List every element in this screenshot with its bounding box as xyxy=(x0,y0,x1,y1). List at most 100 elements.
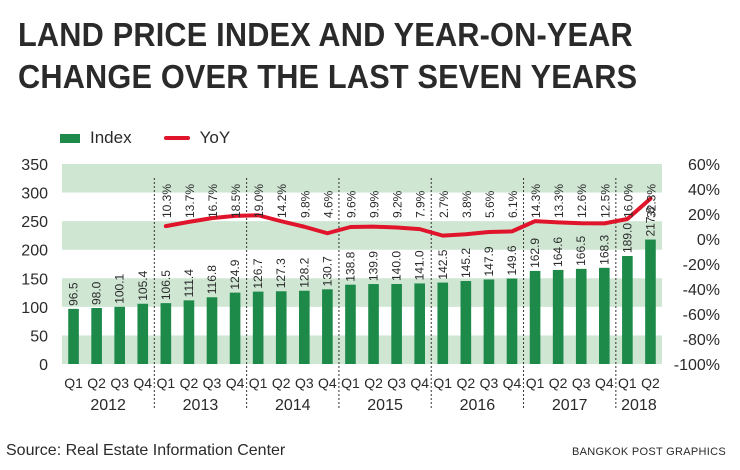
index-data-label: 96.5 xyxy=(67,282,81,306)
quarter-label: Q4 xyxy=(410,375,429,391)
index-data-label: 111.4 xyxy=(182,269,196,298)
yoy-data-label: 3.8% xyxy=(460,190,474,218)
index-data-label: 100.1 xyxy=(113,273,127,303)
yoy-data-label: 9.2% xyxy=(391,190,405,218)
index-data-label: 127.3 xyxy=(274,258,288,288)
quarter-label: Q2 xyxy=(549,375,568,391)
index-bar xyxy=(252,291,264,364)
yoy-data-label: 19.0% xyxy=(252,184,266,218)
index-data-label: 128.2 xyxy=(297,257,311,287)
left-axis-tick: 0 xyxy=(39,357,48,374)
index-data-label: 145.2 xyxy=(459,248,473,278)
yoy-data-label: 7.9% xyxy=(414,190,428,218)
index-data-label: 147.9 xyxy=(482,246,496,276)
index-data-label: 139.9 xyxy=(367,251,381,281)
quarter-label: Q2 xyxy=(87,375,106,391)
right-axis-tick: -80% xyxy=(683,332,720,349)
index-data-label: 166.5 xyxy=(574,236,588,266)
quarter-label: Q2 xyxy=(641,375,660,391)
yoy-data-label: 10.3% xyxy=(160,184,174,218)
index-bar xyxy=(437,282,449,364)
legend-index-swatch xyxy=(60,133,80,143)
yoy-data-label: 18.5% xyxy=(229,184,243,218)
quarter-label: Q1 xyxy=(249,375,268,391)
index-data-label: 105.4 xyxy=(136,270,150,300)
index-bar xyxy=(275,291,287,364)
index-data-label: 189.0 xyxy=(620,223,634,253)
quarter-label: Q4 xyxy=(503,375,522,391)
right-axis-tick: 20% xyxy=(688,207,720,224)
index-bar xyxy=(599,267,610,364)
index-bar xyxy=(460,281,472,364)
quarter-label: Q3 xyxy=(572,375,591,391)
right-axis-tick: -60% xyxy=(683,307,720,324)
year-label: 2012 xyxy=(90,397,126,414)
quarter-label: Q2 xyxy=(180,375,199,391)
right-axis-tick: 0% xyxy=(697,232,720,249)
yoy-data-label: 32.3% xyxy=(644,184,658,218)
index-bar xyxy=(345,284,356,364)
legend-yoy-label: YoY xyxy=(199,128,231,147)
background-band xyxy=(62,164,662,193)
index-bar xyxy=(114,306,125,364)
right-axis-tick: 60% xyxy=(688,157,720,174)
right-axis-tick: -40% xyxy=(683,282,720,299)
chart-title-line1: LAND PRICE INDEX AND YEAR-ON-YEAR xyxy=(18,16,633,53)
index-bar xyxy=(368,284,379,364)
index-bar xyxy=(483,279,495,364)
yoy-data-label: 5.6% xyxy=(483,190,497,218)
index-bar xyxy=(206,297,218,364)
index-data-label: 140.0 xyxy=(390,251,404,281)
left-axis-tick: 200 xyxy=(21,243,48,260)
chart-title-line2: CHANGE OVER THE LAST SEVEN YEARS xyxy=(18,58,638,95)
left-axis-tick: 50 xyxy=(30,328,48,345)
chart-legend: Index YoY xyxy=(60,128,230,148)
quarter-label: Q4 xyxy=(226,375,245,391)
index-data-label: 149.6 xyxy=(505,245,519,275)
yoy-data-label: 16.7% xyxy=(206,184,220,218)
index-bar xyxy=(391,284,402,364)
right-axis-tick: -20% xyxy=(683,257,720,274)
quarter-label: Q3 xyxy=(110,375,129,391)
quarter-label: Q1 xyxy=(618,375,637,391)
yoy-data-label: 13.7% xyxy=(183,184,197,218)
quarter-label: Q3 xyxy=(387,375,406,391)
index-bar xyxy=(160,303,172,364)
year-label: 2014 xyxy=(275,397,311,414)
index-data-label: 168.3 xyxy=(597,234,611,264)
quarter-label: Q3 xyxy=(295,375,314,391)
index-data-label: 162.9 xyxy=(528,238,542,268)
graphics-credit: BANGKOK POST GRAPHICS xyxy=(571,446,726,458)
left-axis-tick: 150 xyxy=(21,271,48,288)
index-data-label: 164.6 xyxy=(551,237,565,267)
quarter-label: Q2 xyxy=(272,375,291,391)
index-bar xyxy=(91,308,102,364)
yoy-data-label: 9.9% xyxy=(368,190,382,218)
yoy-data-label: 12.5% xyxy=(598,184,612,218)
left-axis-tick: 250 xyxy=(21,214,48,231)
index-data-label: 124.9 xyxy=(228,259,242,289)
index-bar xyxy=(299,290,310,364)
chart-canvas: 0 50 100 150 200 250 300 350 -100% -80% -60% -40% -2… xyxy=(21,157,720,414)
index-bar xyxy=(645,239,656,364)
index-bar xyxy=(183,300,195,364)
index-data-label: 116.8 xyxy=(205,265,219,294)
left-axis-tick: 350 xyxy=(21,157,48,174)
yoy-data-label: 9.6% xyxy=(344,190,358,218)
yoy-data-label: 14.2% xyxy=(275,184,289,218)
index-data-label: 126.7 xyxy=(251,258,265,288)
background-band xyxy=(62,335,662,364)
year-label: 2018 xyxy=(621,397,657,414)
quarter-label: Q4 xyxy=(595,375,614,391)
yoy-data-label: 9.8% xyxy=(298,190,312,218)
left-axis-tick: 100 xyxy=(21,300,48,317)
legend-index-label: Index xyxy=(90,128,132,147)
index-bar xyxy=(622,256,633,364)
year-label: 2015 xyxy=(367,397,403,414)
year-label: 2017 xyxy=(552,397,588,414)
index-bar xyxy=(575,268,587,364)
index-data-label: 217.8 xyxy=(643,206,657,236)
index-data-label: 130.7 xyxy=(320,256,334,286)
quarter-label: Q1 xyxy=(526,375,545,391)
yoy-data-label: 4.6% xyxy=(321,190,335,218)
